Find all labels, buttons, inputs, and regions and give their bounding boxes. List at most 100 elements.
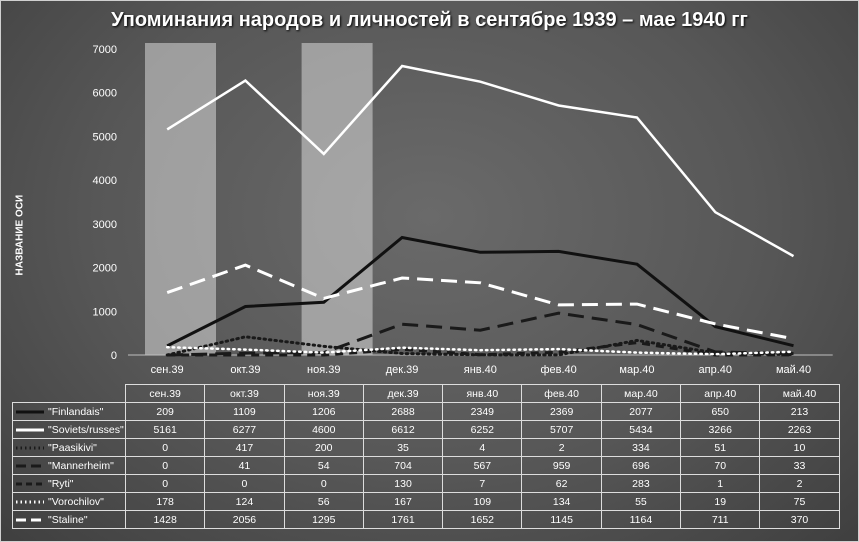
table-cell: 130: [362, 474, 444, 493]
series-line-0: [166, 235, 794, 348]
x-tick-label: май.40: [776, 364, 811, 376]
line-chart: 0 1000 2000 3000 4000 5000 6000 7000 сен.39 окт.3…: [93, 43, 833, 376]
table-cell: 1145: [521, 510, 602, 529]
table-cell: 0: [283, 474, 364, 493]
table-row: "Paasikivi" 0 417 200 35 4 2 334 51 10: [12, 438, 840, 457]
table-cell: 5434: [600, 420, 682, 439]
table-cell: 2: [521, 438, 602, 457]
table-cell: 2369: [521, 402, 602, 421]
legend-key: [16, 410, 44, 414]
table-cell: 704: [362, 456, 444, 475]
table-corner: [12, 384, 126, 403]
table-cell: 167: [362, 492, 444, 511]
highlight-band-ноя.39: [301, 43, 373, 355]
table-cell: 696: [600, 456, 682, 475]
table-cell: 5707: [521, 420, 602, 439]
table-cell: 33: [759, 456, 840, 475]
legend-label: "Soviets/russes": [48, 423, 124, 436]
table-cell: 567: [442, 456, 523, 475]
table-cell: 209: [124, 402, 206, 421]
legend-label: "Mannerheim": [48, 459, 114, 472]
table-cell: 3266: [680, 420, 761, 439]
table-column-header: фев.40: [521, 384, 602, 403]
table-cell: 417: [204, 438, 285, 457]
table-cell: 4600: [283, 420, 364, 439]
table-column-header: апр.40: [680, 384, 761, 403]
table-row: "Vorochilov" 178 124 56 167 109 134 55 19 75: [12, 492, 840, 511]
table-row-header: "Staline": [12, 510, 126, 529]
y-tick-label: 0: [111, 350, 117, 362]
table-cell: 41: [204, 456, 285, 475]
table-cell: 0: [124, 456, 206, 475]
table-cell: 2263: [759, 420, 840, 439]
table-cell: 1164: [600, 510, 682, 529]
table-cell: 10: [759, 438, 840, 457]
series-line-1: [166, 64, 795, 258]
legend-label: "Paasikivi": [48, 441, 97, 454]
x-tick-label: окт.39: [230, 364, 260, 376]
table-cell: 213: [759, 402, 840, 421]
table-cell: 650: [680, 402, 761, 421]
table-cell: 19: [680, 492, 761, 511]
table-cell: 334: [600, 438, 682, 457]
chart-title: Упоминания народов и личностей в сентябр…: [111, 9, 748, 31]
table-cell: 1428: [124, 510, 206, 529]
x-tick-label: ноя.39: [307, 364, 340, 376]
table-cell: 6277: [204, 420, 285, 439]
table-row: "Soviets/russes" 5161 6277 4600 6612 6252 5707…: [12, 420, 840, 439]
series-line-4: [167, 341, 794, 357]
table-row: "Finlandais" 209 1109 1206 2688 2349 2369 2077 6…: [12, 402, 840, 421]
table-cell: 1109: [204, 402, 285, 421]
table-cell: 0: [124, 474, 206, 493]
highlight-band-сен.39: [145, 43, 216, 355]
table-row: "Mannerheim" 0 41 54 704 567 959 696 70 33: [12, 456, 840, 475]
table-column-header: окт.39: [204, 384, 285, 403]
table-cell: 178: [124, 492, 206, 511]
x-tick-label: сен.39: [151, 364, 184, 376]
y-tick-label: 5000: [93, 131, 117, 143]
series-line-6: [166, 263, 794, 341]
table-cell: 200: [283, 438, 364, 457]
table-cell: 7: [442, 474, 523, 493]
y-tick-label: 7000: [93, 44, 117, 56]
x-tick-label: мар.40: [619, 364, 654, 376]
table-cell: 75: [759, 492, 840, 511]
legend-label: "Ryti": [48, 477, 74, 490]
table-column-header: янв.40: [442, 384, 523, 403]
table-row-header: "Mannerheim": [12, 456, 126, 475]
y-tick-label: 1000: [93, 306, 117, 318]
y-tick-label: 4000: [93, 175, 117, 187]
table-cell: 55: [600, 492, 682, 511]
table-row-header: "Vorochilov": [12, 492, 126, 511]
legend-key: [16, 446, 44, 450]
table-cell: 2688: [362, 402, 444, 421]
table-cell: 4: [442, 438, 523, 457]
table-cell: 2056: [204, 510, 285, 529]
table-row-header: "Soviets/russes": [12, 420, 126, 439]
table-cell: 109: [442, 492, 523, 511]
table-cell: 0: [204, 474, 285, 493]
table-cell: 1761: [362, 510, 444, 529]
table-cell: 6252: [442, 420, 523, 439]
y-tick-label: 2000: [93, 263, 117, 275]
table-cell: 1652: [442, 510, 523, 529]
legend-label: "Finlandais": [48, 405, 104, 418]
table-cell: 1295: [283, 510, 364, 529]
table-cell: 124: [204, 492, 285, 511]
table-cell: 711: [680, 510, 761, 529]
y-tick-label: 6000: [93, 88, 117, 100]
legend-key: [16, 428, 44, 432]
legend-key: [16, 464, 44, 468]
table-cell: 5161: [124, 420, 206, 439]
table-cell: 0: [124, 438, 206, 457]
table-cell: 2: [759, 474, 840, 493]
table-cell: 1: [680, 474, 761, 493]
table-cell: 2077: [600, 402, 682, 421]
table-cell: 1206: [283, 402, 364, 421]
table-cell: 54: [283, 456, 364, 475]
table-cell: 134: [521, 492, 602, 511]
legend-label: "Staline": [48, 513, 88, 526]
legend-key: [16, 500, 44, 504]
legend-key: [16, 482, 44, 486]
x-tick-label: дек.39: [386, 364, 419, 376]
